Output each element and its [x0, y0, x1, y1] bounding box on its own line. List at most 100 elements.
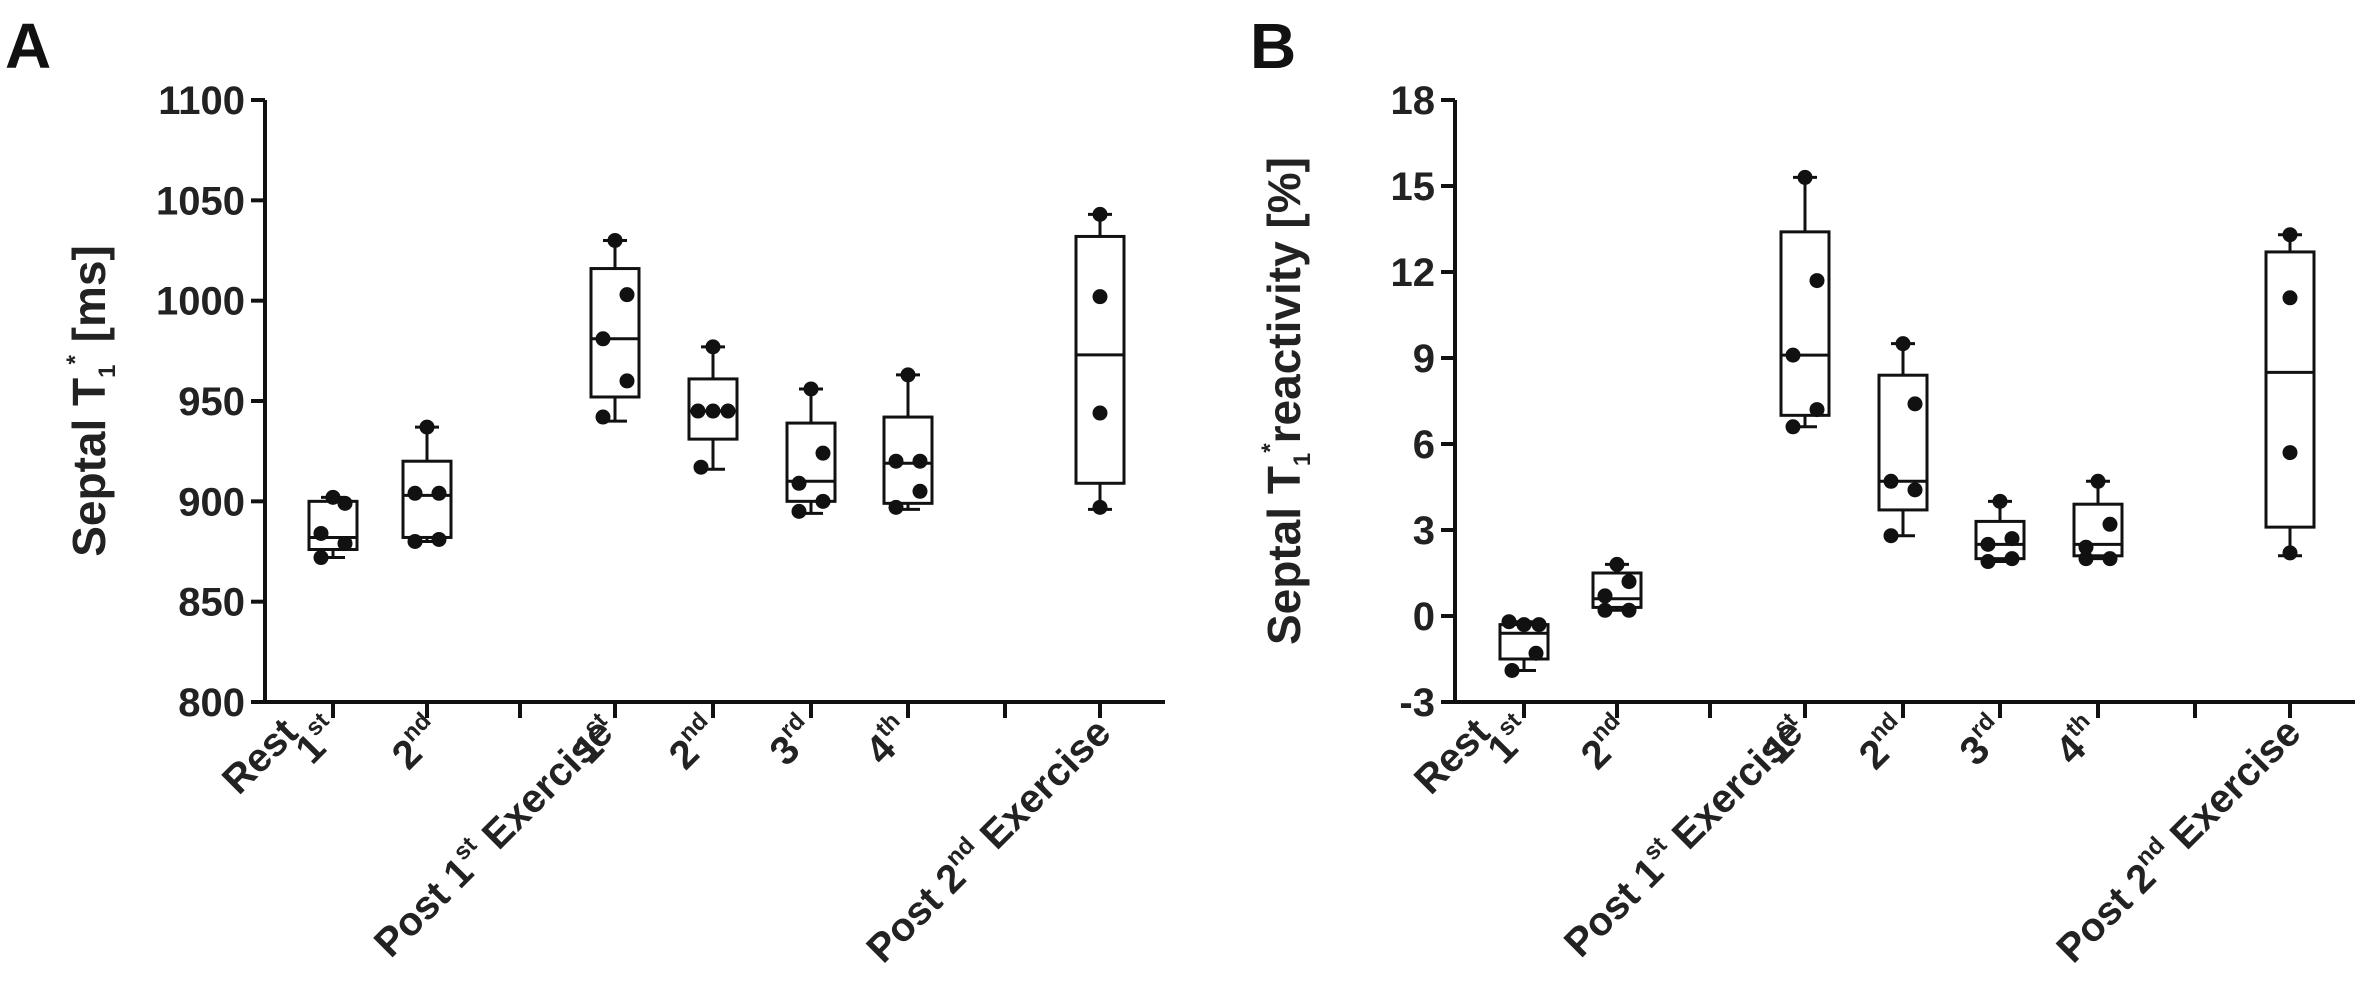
group-label-post: Exercise [964, 710, 1119, 865]
panel-a-category-label: 2nd [381, 707, 451, 777]
data-point [337, 495, 353, 511]
data-point [1528, 645, 1544, 661]
data-point [1504, 662, 1520, 678]
data-point [1883, 473, 1899, 489]
y-title-sup: * [62, 354, 89, 364]
data-point [1785, 347, 1801, 363]
panel-b-category-label: 4th [2045, 707, 2111, 773]
data-point [431, 485, 447, 501]
data-point [1980, 536, 1996, 552]
panel-a-y-tick-label: 1000 [156, 280, 245, 324]
panel-a-box-2 [401, 419, 453, 718]
panel-a-y-tick-label: 850 [178, 581, 245, 625]
data-point [888, 453, 904, 469]
box-iqr [1779, 230, 1831, 417]
data-point [1501, 614, 1517, 630]
y-title-sub: 1 [94, 364, 121, 377]
data-point [705, 403, 721, 419]
data-point [1531, 617, 1547, 633]
data-point [407, 485, 423, 501]
data-point [693, 459, 709, 475]
y-title-main: Septal T [63, 378, 115, 557]
data-point [1609, 556, 1625, 572]
data-point [1092, 206, 1108, 222]
group-label-post: Exercise [466, 710, 621, 865]
panel-b-box-2 [1591, 556, 1643, 718]
group-label-pre: Post 2 [2048, 855, 2164, 971]
panel-b-group-label-post2: Post 2nd Exercise [2046, 707, 2310, 971]
data-point [595, 409, 611, 425]
group-label-post: Exercise [2154, 710, 2309, 865]
panel-a-y-tick-label: 950 [178, 380, 245, 424]
data-point [815, 493, 831, 509]
data-point [1797, 169, 1813, 185]
data-point [1980, 554, 1996, 570]
data-point [407, 533, 423, 549]
data-point [912, 483, 928, 499]
data-point [2102, 551, 2118, 567]
panel-a-y-axis-title: Septal T1 * [ms] [62, 245, 121, 557]
box-iqr [1074, 234, 1126, 485]
data-point [888, 499, 904, 515]
panel-a-y-tick-label: 1100 [158, 79, 245, 123]
panel-a-box-4 [687, 339, 739, 718]
data-point [2078, 551, 2094, 567]
panel-b-y-tick-label: 0 [1413, 595, 1435, 639]
panel-a-group-label-post2: Post 2nd Exercise [856, 707, 1120, 971]
data-point [1516, 617, 1532, 633]
data-point [2102, 516, 2118, 532]
data-point [2282, 227, 2298, 243]
y-title-tail: reactivity [%] [1258, 157, 1310, 443]
data-point [1597, 602, 1613, 618]
y-title-tail: [ms] [63, 245, 115, 355]
panel-a-letter: A [5, 10, 51, 82]
data-point [1597, 588, 1613, 604]
panel-b-letter: B [1250, 10, 1296, 82]
group-label-pre: Post 1 [366, 850, 482, 966]
panel-b-category-label: 2nd [1570, 707, 1640, 777]
y-title-sup: * [1257, 443, 1284, 453]
data-point [900, 367, 916, 383]
data-point [1809, 273, 1825, 289]
box-iqr [401, 459, 453, 539]
panel-b-box-7 [2264, 227, 2316, 718]
data-point [2078, 539, 2094, 555]
panel-b-box-1 [1498, 614, 1550, 718]
panel-a-category-label: 4th [855, 707, 921, 773]
data-point [705, 339, 721, 355]
data-point [815, 445, 831, 461]
panel-b-y-tick-label: 12 [1391, 251, 1436, 295]
panel-b-y-axis-title: Septal T1 *reactivity [%] [1257, 157, 1316, 645]
data-point [1621, 602, 1637, 618]
group-label-pre: Post 1 [1556, 850, 1672, 966]
data-point [595, 331, 611, 347]
data-point [1785, 419, 1801, 435]
data-point [2282, 290, 2298, 306]
data-point [1092, 405, 1108, 421]
data-point [720, 403, 736, 419]
data-point [2004, 551, 2020, 567]
panel-b-y-tick-label: -3 [1399, 681, 1435, 725]
panel-b-box-6 [2072, 473, 2124, 718]
data-point [1907, 482, 1923, 498]
panel-b-y-tick-label: 9 [1413, 337, 1435, 381]
panel-b-y-tick-label: 15 [1391, 165, 1436, 209]
data-point [607, 232, 623, 248]
group-label-post: Exercise [1656, 710, 1811, 865]
panel-a-box-5 [785, 381, 837, 718]
data-point [337, 535, 353, 551]
data-point [619, 373, 635, 389]
data-point [690, 403, 706, 419]
data-point [313, 550, 329, 566]
group-label-pre: Post 2 [858, 855, 974, 971]
data-point [912, 453, 928, 469]
data-point [2282, 545, 2298, 561]
y-title-main: Septal T [1258, 466, 1310, 645]
panel-a-category-label: 2nd [658, 707, 728, 777]
data-point [1907, 396, 1923, 412]
data-point [803, 381, 819, 397]
panel-b-category-label: 3rd [1949, 707, 2016, 774]
data-point [791, 475, 807, 491]
panel-a: A 800 850 900 950 1000 1050 1100 Septal T1 * [ms]… [5, 10, 1165, 971]
